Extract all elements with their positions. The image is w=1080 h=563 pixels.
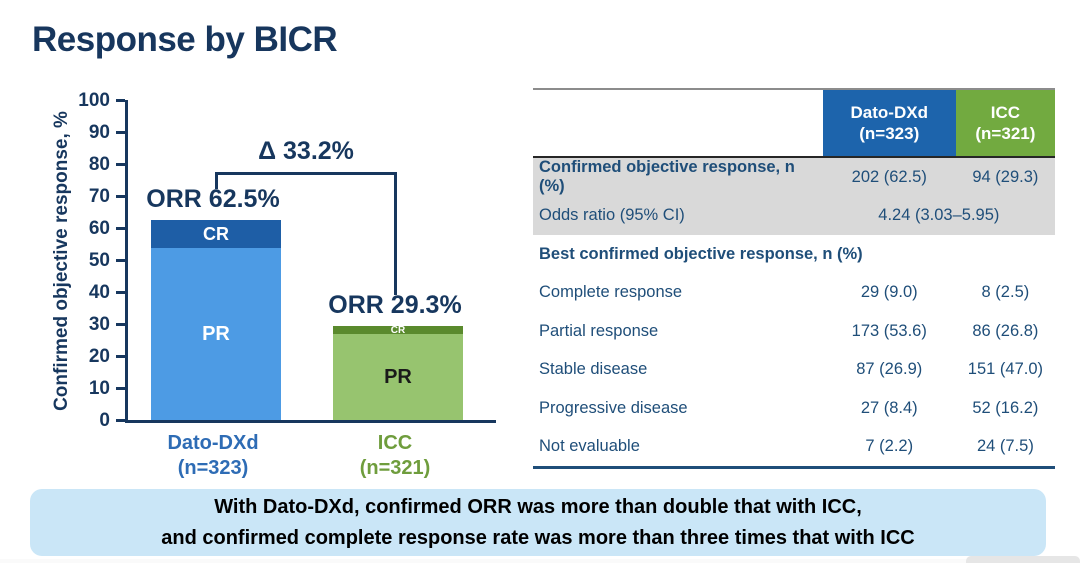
orr-bar-chart: Confirmed objective response, % 0 10 20 30 4…	[40, 91, 530, 487]
summary-callout: With Dato-DXd, confirmed ORR was more th…	[30, 489, 1046, 556]
y-tick-label-90: 90	[88, 122, 110, 143]
table-row: Not evaluable 7 (2.2) 24 (7.5)	[533, 428, 1055, 467]
row-label: Odds ratio (95% CI)	[539, 206, 685, 225]
row-value-icc: 8 (2.5)	[981, 283, 1030, 302]
table-row: Odds ratio (95% CI) 4.24 (3.03–5.95)	[533, 196, 1055, 235]
y-tick-mark-30	[116, 323, 125, 326]
y-tick-label-40: 40	[88, 282, 110, 303]
table-row: Progressive disease 27 (8.4) 52 (16.2)	[533, 389, 1055, 428]
table-header-row: Dato-DXd (n=323) ICC (n=321)	[533, 90, 1055, 156]
header-dato-name: Dato-DXd	[850, 102, 928, 122]
callout-line-2: and confirmed complete response rate was…	[161, 526, 915, 549]
row-value-icc: 151 (47.0)	[967, 360, 1043, 379]
x-category-label-dato-dxd: Dato-DXd (n=323)	[133, 431, 293, 481]
x-category-n: (n=323)	[177, 457, 249, 479]
y-tick-mark-20	[116, 355, 125, 358]
orr-label-dato-dxd: ORR 62.5%	[146, 185, 280, 213]
bar-icc: PR CR	[333, 326, 463, 420]
row-section-label: Best confirmed objective response, n (%)	[539, 244, 863, 263]
table-top-border	[533, 88, 1055, 90]
row-span-value: 4.24 (3.03–5.95)	[878, 206, 1000, 225]
y-tick-label-50: 50	[88, 250, 110, 271]
delta-label: Δ 33.2%	[258, 137, 354, 165]
header-icc-name: ICC	[990, 102, 1021, 122]
plot-area: PR CR PR CR	[125, 100, 496, 423]
row-value-dato-dxd: 202 (62.5)	[851, 167, 927, 186]
row-value-icc: 86 (26.8)	[972, 321, 1039, 340]
y-tick-label-100: 100	[78, 90, 110, 111]
row-value-icc: 24 (7.5)	[976, 437, 1034, 456]
callout-line-1: With Dato-DXd, confirmed ORR was more th…	[214, 495, 862, 518]
table-header-dato-dxd: Dato-DXd (n=323)	[822, 90, 956, 156]
bar-segment-icc-cr: CR	[333, 326, 463, 335]
table-header-spacer	[533, 90, 823, 156]
row-value-dato-dxd: 87 (26.9)	[856, 360, 923, 379]
row-label: Not evaluable	[539, 437, 640, 456]
row-label: Progressive disease	[539, 398, 688, 417]
row-value-icc: 52 (16.2)	[972, 398, 1039, 417]
row-value-dato-dxd: 7 (2.2)	[865, 437, 914, 456]
y-tick-label-10: 10	[88, 378, 110, 399]
table-bottom-border	[533, 466, 1055, 469]
x-category-n: (n=321)	[359, 457, 431, 479]
y-tick-label-80: 80	[88, 154, 110, 175]
y-tick-mark-50	[116, 259, 125, 262]
table-header-underline	[533, 156, 1055, 158]
table-row: Complete response 29 (9.0) 8 (2.5)	[533, 274, 1055, 313]
y-tick-mark-70	[116, 195, 125, 198]
page-title: Response by BICR	[32, 20, 338, 59]
row-label: Partial response	[539, 321, 659, 340]
y-tick-mark-40	[116, 291, 125, 294]
row-label: Stable disease	[539, 360, 648, 379]
y-tick-label-70: 70	[88, 186, 110, 207]
x-category-label-icc: ICC (n=321)	[315, 431, 475, 481]
row-value-dato-dxd: 29 (9.0)	[860, 283, 918, 302]
bottom-edge-strip	[0, 559, 1080, 563]
row-value-dato-dxd: 173 (53.6)	[851, 321, 927, 340]
y-tick-mark-100	[116, 99, 125, 102]
row-label: Complete response	[539, 283, 683, 302]
bar-segment-dato-dxd-pr: PR	[151, 248, 281, 420]
table-body: Confirmed objective response, n (%) 202 (…	[533, 158, 1055, 466]
header-icc-n: (n=321)	[975, 124, 1036, 143]
delta-bracket-horizontal	[215, 172, 397, 175]
bottom-right-corner-box	[966, 556, 1080, 563]
x-category-name: Dato-DXd	[167, 432, 259, 454]
bar-dato-dxd: PR CR	[151, 220, 281, 420]
y-tick-mark-60	[116, 227, 125, 230]
y-tick-label-0: 0	[99, 410, 110, 431]
y-tick-mark-10	[116, 387, 125, 390]
row-value-dato-dxd: 27 (8.4)	[860, 398, 918, 417]
y-tick-mark-80	[116, 163, 125, 166]
table-header-icc: ICC (n=321)	[955, 90, 1055, 156]
y-tick-label-30: 30	[88, 314, 110, 335]
table-row: Partial response 173 (53.6) 86 (26.8)	[533, 312, 1055, 351]
y-tick-mark-90	[116, 131, 125, 134]
bar-segment-icc-pr: PR	[333, 334, 463, 420]
delta-bracket-left-leg	[215, 172, 218, 189]
x-category-name: ICC	[377, 432, 413, 454]
delta-bracket-right-leg	[394, 172, 397, 295]
table-row: Best confirmed objective response, n (%)	[533, 235, 1055, 274]
header-dato-n: (n=323)	[859, 124, 920, 143]
row-value-icc: 94 (29.3)	[972, 167, 1039, 186]
response-table: Dato-DXd (n=323) ICC (n=321) Confirmed o…	[533, 88, 1055, 469]
y-tick-label-20: 20	[88, 346, 110, 367]
y-tick-mark-0	[116, 419, 125, 422]
row-label: Confirmed objective response, n (%)	[539, 158, 795, 196]
orr-label-icc: ORR 29.3%	[328, 291, 462, 320]
y-tick-label-60: 60	[88, 218, 110, 239]
table-row: Confirmed objective response, n (%) 202 (…	[533, 158, 1055, 197]
table-row: Stable disease 87 (26.9) 151 (47.0)	[533, 351, 1055, 390]
bar-segment-dato-dxd-cr: CR	[151, 220, 281, 249]
